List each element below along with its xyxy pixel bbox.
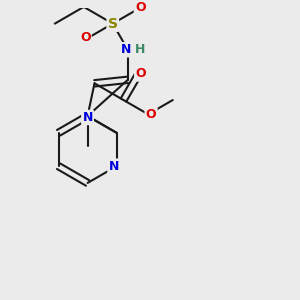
Text: O: O <box>80 31 91 44</box>
Text: O: O <box>135 68 146 80</box>
Text: N: N <box>121 43 131 56</box>
Text: H: H <box>135 43 145 56</box>
Text: N: N <box>108 160 119 173</box>
Text: N: N <box>82 111 93 124</box>
Text: O: O <box>146 108 156 121</box>
Text: O: O <box>135 2 146 14</box>
Text: S: S <box>108 16 118 31</box>
